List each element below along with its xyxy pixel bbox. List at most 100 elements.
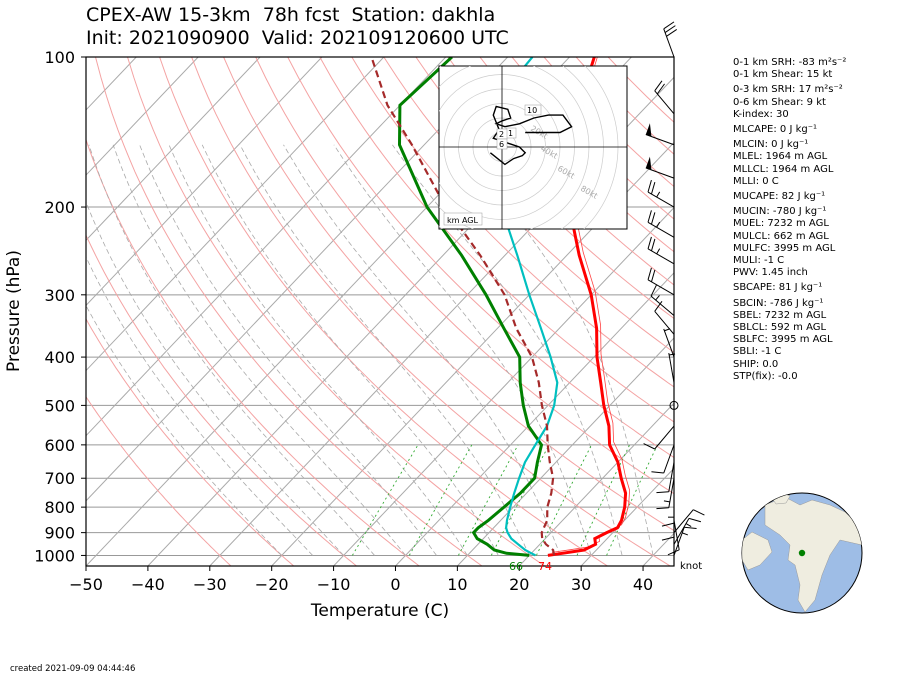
param-line: MLEL: 1964 m AGL: [733, 151, 828, 163]
surface-dewpoint-label: 66: [509, 560, 523, 573]
moist-adiabat: [201, 144, 499, 556]
hodograph-trace: [489, 105, 573, 166]
param-line: MLLI: 0 C: [733, 175, 779, 187]
barb-full: [656, 491, 669, 494]
barb-full: [651, 238, 656, 251]
barb-full: [651, 471, 664, 474]
barb-full: [688, 517, 702, 523]
x-tick-label: 10: [447, 575, 467, 594]
mixing-ratio-line: [535, 444, 592, 556]
barb-full: [654, 300, 663, 312]
y-tick-label: 400: [44, 348, 75, 367]
barb-full: [663, 21, 675, 30]
hodograph-units-box: [443, 212, 483, 226]
wind-barb: [673, 509, 705, 533]
wind-barb: [647, 180, 675, 208]
dry-adiabat: [86, 317, 295, 566]
x-axis-label: Temperature (C): [310, 601, 449, 621]
mixing-ratio-line: [352, 444, 419, 556]
created-timestamp: created 2021-09-09 04:44:46: [10, 664, 136, 674]
barb-full: [647, 210, 652, 223]
barb-staff: [650, 295, 675, 316]
barb-full: [651, 182, 656, 195]
profile-lines: [370, 57, 631, 557]
dry-adiabat: [159, 57, 608, 566]
isotherm-line: [271, 141, 674, 566]
moist-adiabat: [86, 256, 313, 556]
barb-staff: [647, 279, 675, 296]
moist-adiabat: [112, 144, 406, 556]
barb-staff: [668, 478, 675, 508]
series-line: [485, 57, 559, 557]
barb-staff: [654, 90, 675, 115]
barb-full: [684, 526, 697, 530]
isotherm-line: [395, 272, 674, 566]
barb-full: [667, 549, 680, 556]
wind-barb: [668, 352, 676, 383]
wind-barb: [656, 478, 675, 510]
param-line: 0-1 km SRH: -83 m²s⁻²: [733, 57, 847, 68]
hodograph-label-box: [496, 138, 508, 150]
y-tick-label: 900: [44, 524, 75, 543]
barb-half: [685, 523, 692, 527]
isotherm-line: [86, 57, 509, 502]
hodograph-units-label: km AGL: [447, 216, 479, 225]
isotherm-line: [86, 57, 199, 176]
barb-staff: [647, 248, 675, 265]
chart-title-line2: Init: 2021090900 Valid: 202109120600 UTC: [86, 27, 509, 49]
dry-adiabat: [287, 57, 674, 459]
hodograph-height-label: 10: [527, 106, 537, 115]
param-line: PWV: 1.45 inch: [733, 267, 808, 279]
param-line: SBCIN: -786 J kg⁻¹: [733, 297, 824, 309]
y-tick-label: 1000: [34, 546, 75, 565]
series-line: [547, 57, 628, 557]
x-tick-label: 0: [390, 575, 400, 594]
x-tick-label: −40: [131, 575, 165, 594]
barb-staff: [647, 191, 675, 208]
param-line: MUCAPE: 82 J kg⁻¹: [733, 191, 826, 203]
globe-station-marker: [798, 549, 806, 557]
hodograph-frame: [438, 65, 628, 230]
y-tick-label: 800: [44, 498, 75, 517]
param-line: 0-6 km Shear: 9 kt: [733, 96, 826, 108]
y-tick-label: 300: [44, 286, 75, 305]
dry-adiabat: [383, 57, 674, 354]
wind-barb: [647, 236, 675, 265]
x-tick-label: −30: [193, 575, 227, 594]
barb-staff: [645, 167, 675, 179]
barb-full: [664, 25, 676, 33]
series-line: [397, 57, 544, 557]
knot-label: knot: [680, 561, 702, 572]
dry-adiabat: [86, 138, 420, 566]
dry-adiabat: [447, 57, 674, 286]
background-lines: [86, 57, 674, 566]
mixing-ratio-line: [408, 444, 473, 556]
globe-americas: [742, 531, 773, 571]
chart-title-line1: CPEX-AW 15-3km 78h fcst Station: dakhla: [86, 4, 496, 26]
dry-adiabat: [255, 57, 674, 495]
param-line: SBLFC: 3995 m AGL: [733, 334, 833, 346]
wind-barb: [673, 517, 702, 545]
barb-flag: [645, 123, 652, 137]
barb-full: [656, 507, 669, 510]
param-line: SHIP: 0.0: [733, 358, 779, 370]
mixing-ratio-line: [576, 444, 631, 556]
wind-barb: [673, 526, 697, 556]
barb-half: [656, 191, 661, 198]
wind-barb: [645, 123, 675, 146]
y-tick-label: 600: [44, 436, 75, 455]
x-tick-label: 30: [571, 575, 591, 594]
wind-barb: [651, 444, 675, 474]
x-tick-label: 40: [633, 575, 653, 594]
barb-half: [682, 532, 689, 536]
globe-inset: [741, 492, 863, 614]
moist-adiabat: [392, 144, 623, 556]
barb-full: [647, 236, 652, 249]
barb-staff: [654, 425, 675, 450]
dry-adiabat: [415, 57, 674, 320]
moist-adiabat: [86, 304, 282, 556]
wind-barb: [654, 80, 675, 115]
axis-ticks: −50 −40 −30 −20 −10 0 10 20 30 40 100 200 300 400 500 6…: [34, 48, 653, 594]
isotherm-line: [86, 57, 447, 437]
